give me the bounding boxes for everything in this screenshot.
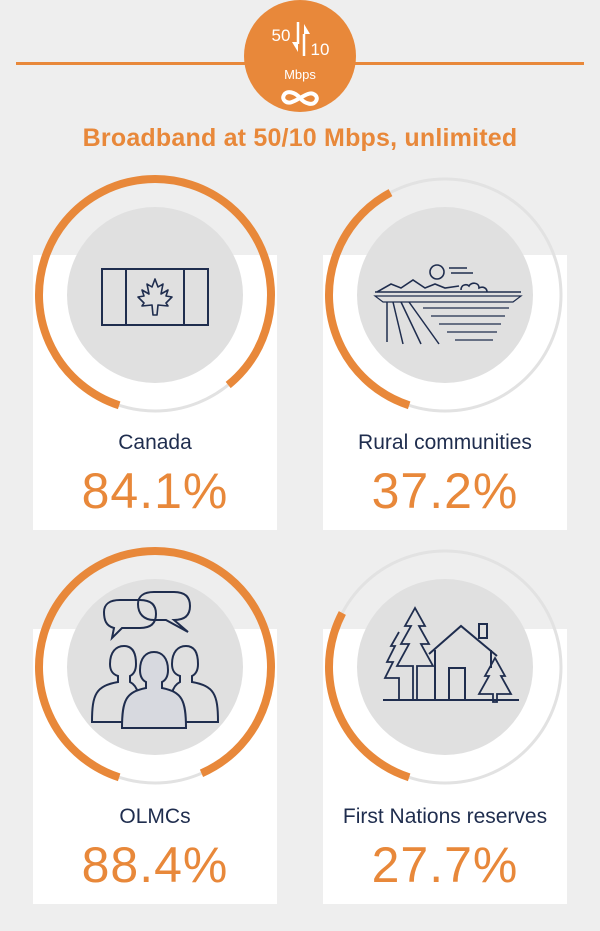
ring-center-rural [357, 207, 533, 383]
ring-arc-first-nations [325, 547, 565, 787]
label-olmcs: OLMCs [119, 805, 191, 828]
community-people-icon [90, 591, 220, 729]
canada-flag-icon [101, 268, 209, 326]
house-trees-icon [383, 606, 519, 703]
badge-unit: Mbps [284, 67, 316, 82]
ring-canada [35, 175, 275, 415]
badge-upload: 10 [311, 40, 330, 59]
ring-arc-canada [35, 175, 275, 415]
badge-download: 50 [272, 26, 291, 45]
label-canada: Canada [118, 431, 192, 454]
label-first-nations: First Nations reserves [342, 805, 548, 828]
value-olmcs: 88.4% [81, 837, 229, 893]
page-title: Broadband at 50/10 Mbps, unlimited [82, 124, 518, 152]
infinity-icon [281, 90, 319, 106]
speed-badge: 50 10 Mbps [244, 0, 356, 112]
ring-arc-olmcs [35, 547, 275, 787]
value-canada: 84.1% [81, 463, 229, 519]
label-rural: Rural communities [358, 431, 532, 454]
rural-landscape-icon [373, 264, 523, 345]
speed-arrows-icon: 50 10 Mbps [272, 22, 330, 106]
ring-center-canada [67, 207, 243, 383]
ring-first-nations [325, 547, 565, 787]
ring-center-first-nations [357, 579, 533, 755]
ring-arc-rural [325, 175, 565, 415]
value-rural: 37.2% [371, 463, 519, 519]
ring-rural [325, 175, 565, 415]
value-first-nations: 27.7% [371, 837, 519, 893]
